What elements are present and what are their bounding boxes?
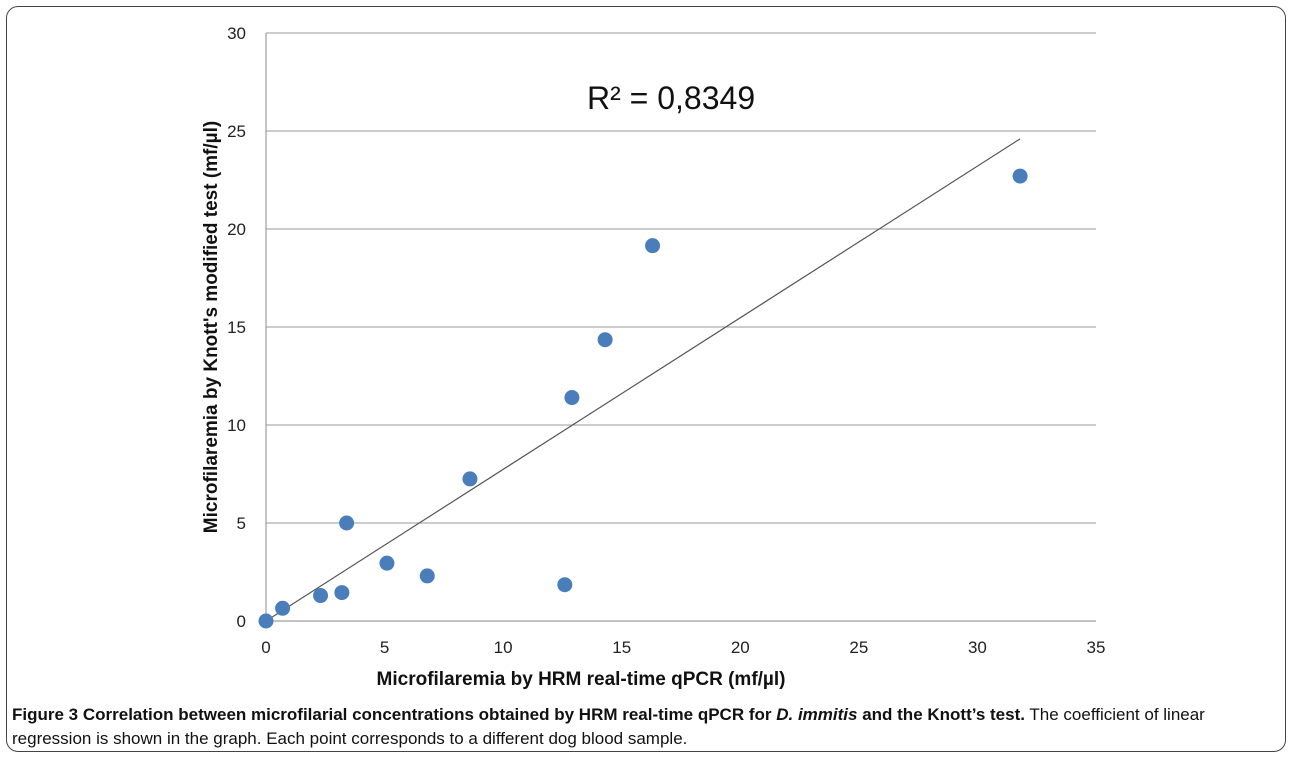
data-point-13 (1012, 168, 1028, 184)
data-point-1 (258, 613, 274, 629)
caption-body: The coefficient of linear regression is … (12, 705, 1205, 748)
x-tick-10: 10 (494, 638, 513, 657)
y-tick-30: 30 (227, 24, 246, 43)
x-axis-title: Microfilaremia by HRM real-time qPCR (mf… (377, 669, 786, 690)
x-tick-35: 35 (1087, 638, 1106, 657)
x-tick-5: 5 (380, 638, 389, 657)
data-point-11 (597, 332, 613, 348)
r-squared-annotation: R² = 0,8349 (587, 80, 755, 116)
x-tick-30: 30 (968, 638, 987, 657)
grid-lines (266, 32, 1096, 524)
y-tick-25: 25 (227, 122, 246, 141)
y-tick-15: 15 (227, 318, 246, 337)
y-tick-0: 0 (237, 612, 246, 631)
caption-species: D. immitis (776, 705, 858, 724)
x-tick-0: 0 (261, 638, 270, 657)
data-point-4 (334, 585, 350, 601)
data-point-5 (339, 515, 355, 531)
data-point-6 (379, 555, 395, 571)
trendline (265, 138, 1021, 622)
figure-frame (6, 6, 1286, 752)
x-tick-15: 15 (612, 638, 631, 657)
caption-label: Figure 3 (12, 705, 79, 724)
y-tick-labels: 0 5 10 15 20 25 30 (227, 24, 246, 631)
y-tick-10: 10 (227, 416, 246, 435)
y-tick-20: 20 (227, 220, 246, 239)
data-point-3 (313, 588, 329, 604)
data-point-2 (275, 600, 291, 616)
data-point-9 (557, 577, 573, 593)
x-tick-labels: 0 5 10 15 20 25 30 35 (261, 638, 1105, 657)
data-point-8 (462, 471, 478, 487)
figure-caption: Figure 3 Correlation between microfilari… (12, 703, 1278, 751)
x-tick-20: 20 (731, 638, 750, 657)
y-tick-5: 5 (237, 514, 246, 533)
data-points (258, 168, 1028, 629)
caption-title-part1: Correlation between microfilarial concen… (82, 705, 772, 724)
data-point-10 (564, 390, 580, 406)
caption-title-part2: and the Knott’s test. (862, 705, 1025, 724)
data-point-7 (419, 568, 435, 584)
data-point-12 (645, 238, 661, 254)
y-axis-title: Microfilaremia by Knott's modified test … (201, 121, 222, 533)
axes (265, 33, 1096, 622)
x-tick-25: 25 (849, 638, 868, 657)
